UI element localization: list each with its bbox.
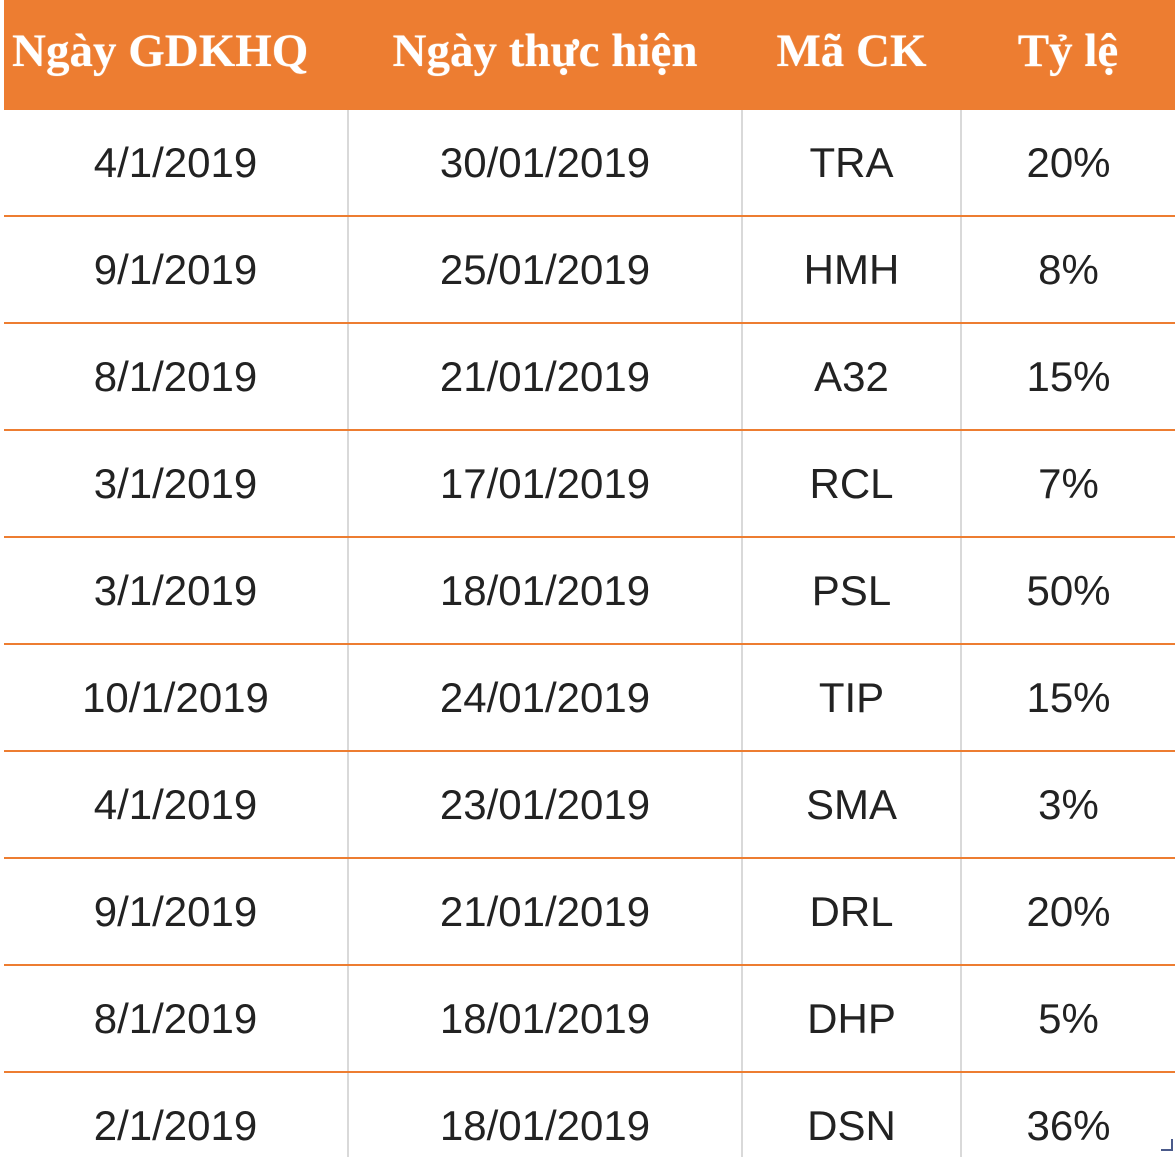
cell-execution-date[interactable]: 17/01/2019 (348, 430, 743, 538)
header-row: Ngày GDKHQ Ngày thực hiện Mã CK Tỷ lệ (4, 0, 1175, 110)
cell-ex-date[interactable]: 3/1/2019 (4, 430, 349, 538)
header-execution-date: Ngày thực hiện (348, 0, 742, 110)
table-body: 4/1/2019 30/01/2019 TRA 20% 9/1/2019 25/01/20… (4, 110, 1175, 1157)
cell-ratio[interactable]: 20% (961, 110, 1175, 217)
table-row: 3/1/2019 18/01/2019 PSL 50% (4, 537, 1175, 645)
cell-ticker[interactable]: RCL (742, 430, 962, 538)
cell-ex-date[interactable]: 3/1/2019 (4, 537, 349, 645)
cell-execution-date[interactable]: 18/01/2019 (348, 537, 743, 645)
table-row: 8/1/2019 18/01/2019 DHP 5% (4, 965, 1175, 1073)
cell-ratio[interactable]: 15% (961, 323, 1175, 431)
cell-ex-date[interactable]: 4/1/2019 (4, 110, 349, 217)
spreadsheet-table-container: Ngày GDKHQ Ngày thực hiện Mã CK Tỷ lệ 4/… (4, 0, 1175, 1157)
cell-ratio[interactable]: 7% (961, 430, 1175, 538)
table-row: 9/1/2019 25/01/2019 HMH 8% (4, 216, 1175, 324)
cell-execution-date[interactable]: 23/01/2019 (348, 751, 743, 859)
cell-ticker[interactable]: DSN (742, 1072, 962, 1157)
cell-ratio[interactable]: 15% (961, 644, 1175, 752)
table-row: 9/1/2019 21/01/2019 DRL 20% (4, 858, 1175, 966)
cell-ticker[interactable]: SMA (742, 751, 962, 859)
cell-ticker[interactable]: TRA (742, 110, 962, 217)
header-ratio: Tỷ lệ (961, 0, 1175, 110)
resize-handle-icon[interactable] (1161, 1139, 1173, 1151)
cell-ex-date[interactable]: 9/1/2019 (4, 216, 349, 324)
table-row: 4/1/2019 30/01/2019 TRA 20% (4, 110, 1175, 217)
cell-ratio[interactable]: 50% (961, 537, 1175, 645)
cell-ticker[interactable]: DRL (742, 858, 962, 966)
cell-ex-date[interactable]: 2/1/2019 (4, 1072, 349, 1157)
cell-ticker[interactable]: HMH (742, 216, 962, 324)
cell-execution-date[interactable]: 18/01/2019 (348, 1072, 743, 1157)
cell-execution-date[interactable]: 24/01/2019 (348, 644, 743, 752)
header-ex-date: Ngày GDKHQ (4, 0, 348, 110)
cell-ratio[interactable]: 8% (961, 216, 1175, 324)
cell-ex-date[interactable]: 9/1/2019 (4, 858, 349, 966)
cell-execution-date[interactable]: 18/01/2019 (348, 965, 743, 1073)
cell-execution-date[interactable]: 30/01/2019 (348, 110, 743, 217)
cell-ratio[interactable]: 20% (961, 858, 1175, 966)
dividend-table: Ngày GDKHQ Ngày thực hiện Mã CK Tỷ lệ 4/… (4, 0, 1175, 1157)
table-row: 2/1/2019 18/01/2019 DSN 36% (4, 1072, 1175, 1157)
cell-execution-date[interactable]: 25/01/2019 (348, 216, 743, 324)
cell-ratio[interactable]: 36% (1026, 1101, 1111, 1149)
cell-ticker[interactable]: TIP (742, 644, 962, 752)
cell-ex-date[interactable]: 8/1/2019 (4, 323, 349, 431)
header-ticker: Mã CK (742, 0, 961, 110)
table-row: 8/1/2019 21/01/2019 A32 15% (4, 323, 1175, 431)
cell-ratio[interactable]: 3% (961, 751, 1175, 859)
cell-ex-date[interactable]: 8/1/2019 (4, 965, 349, 1073)
table-row: 3/1/2019 17/01/2019 RCL 7% (4, 430, 1175, 538)
cell-ticker[interactable]: DHP (742, 965, 962, 1073)
cell-execution-date[interactable]: 21/01/2019 (348, 323, 743, 431)
cell-ex-date[interactable]: 4/1/2019 (4, 751, 349, 859)
cell-execution-date[interactable]: 21/01/2019 (348, 858, 743, 966)
table-row: 4/1/2019 23/01/2019 SMA 3% (4, 751, 1175, 859)
cell-ticker[interactable]: A32 (742, 323, 962, 431)
cell-ratio[interactable]: 5% (961, 965, 1175, 1073)
cell-ex-date[interactable]: 10/1/2019 (4, 644, 349, 752)
table-row: 10/1/2019 24/01/2019 TIP 15% (4, 644, 1175, 752)
cell-ticker[interactable]: PSL (742, 537, 962, 645)
table-header: Ngày GDKHQ Ngày thực hiện Mã CK Tỷ lệ (4, 0, 1175, 110)
